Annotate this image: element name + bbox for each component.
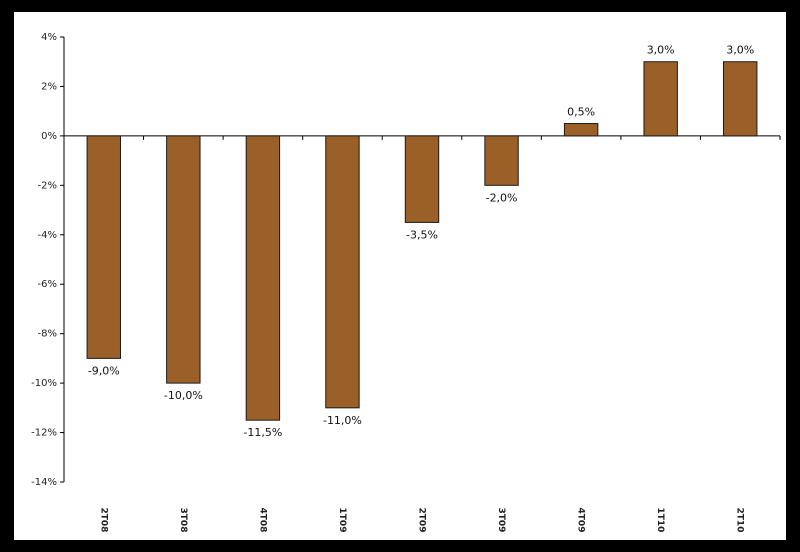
bar-2T08: [86, 135, 121, 359]
bar-1T09: [325, 135, 360, 409]
y-tick-label: -12%: [31, 428, 57, 439]
category-label: 2T08: [98, 508, 108, 533]
category-label: 4T08: [257, 508, 267, 533]
y-tick-label: -2%: [38, 180, 57, 191]
data-label: -3,5%: [406, 228, 438, 241]
data-label: -9,0%: [88, 364, 120, 377]
y-tick-label: 4%: [41, 32, 57, 43]
category-label: 3T09: [496, 508, 506, 533]
data-label: -10,0%: [164, 389, 203, 402]
category-label: 1T09: [337, 508, 347, 533]
y-tick-label: -4%: [38, 230, 57, 241]
y-tick-label: 2%: [41, 81, 57, 92]
bar-1T10: [643, 61, 678, 137]
category-label: 2T09: [417, 508, 427, 533]
chart-frame: 4% 2% 0% -2% -4% -6% -8% -10% -12% -14% -9,0% -10,…: [14, 12, 786, 540]
bar-2T10: [723, 61, 758, 137]
data-label: -11,5%: [243, 426, 282, 439]
category-label: 4T09: [576, 508, 586, 533]
y-tick-label: -14%: [31, 477, 57, 488]
bars: [86, 61, 758, 421]
data-label: -11,0%: [323, 414, 362, 427]
data-label: 3,0%: [647, 44, 675, 57]
data-label: -2,0%: [486, 191, 518, 204]
data-labels: -9,0% -10,0% -11,5% -11,0% -3,5% -2,0% 0,5% 3,0…: [88, 44, 754, 439]
bar-chart: 4% 2% 0% -2% -4% -6% -8% -10% -12% -14% -9,0% -10,…: [31, 32, 781, 533]
category-label: 1T10: [655, 508, 665, 533]
bar-2T09: [404, 135, 440, 223]
category-label: 2T10: [735, 508, 745, 533]
data-label: 3,0%: [726, 44, 754, 57]
y-tick-label: 0%: [41, 131, 57, 142]
y-tick-label: -8%: [38, 329, 57, 340]
data-label: 0,5%: [567, 106, 595, 119]
bar-4T08: [245, 135, 281, 421]
category-labels: 2T08 3T08 4T08 1T09 2T09 3T09 4T09 1T10 2T10: [98, 508, 744, 533]
y-tick-label: -6%: [38, 279, 57, 290]
bar-3T08: [166, 135, 201, 384]
bar-3T09: [484, 135, 519, 186]
category-label: 3T08: [178, 508, 188, 533]
bar-4T09: [563, 123, 599, 137]
y-tick-label: -10%: [31, 378, 57, 389]
